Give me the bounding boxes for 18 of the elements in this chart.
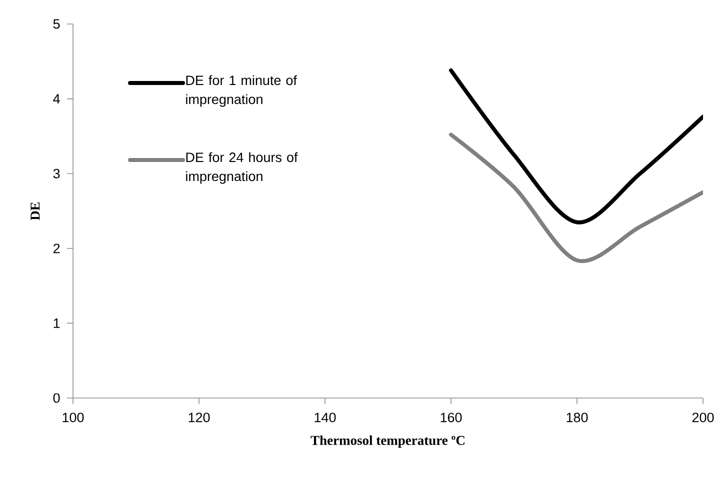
x-tick-label: 100 — [62, 412, 84, 422]
x-tick-label: 160 — [440, 412, 462, 422]
x-tick-label: 140 — [314, 412, 336, 422]
line-series — [449, 132, 704, 264]
y-tick-label: 5 — [53, 19, 60, 29]
y-tick-label: 0 — [53, 393, 60, 403]
x-tick-label: 200 — [692, 412, 714, 422]
legend-label: DE for 24 hours of impregnation — [186, 152, 298, 184]
y-tick-label: 4 — [53, 94, 60, 104]
x-tick-label: 180 — [566, 412, 588, 422]
x-axis-title: Thermosol temperature ºC — [310, 435, 464, 448]
x-tick-label: 120 — [188, 412, 210, 422]
line-series — [449, 68, 704, 224]
legend-label: DE for 1 minute of impregnation — [186, 75, 297, 107]
y-tick-label: 1 — [54, 318, 60, 328]
y-tick-label: 3 — [53, 168, 60, 178]
y-axis-title: DE — [30, 202, 40, 220]
y-tick-label: 2 — [53, 244, 60, 254]
